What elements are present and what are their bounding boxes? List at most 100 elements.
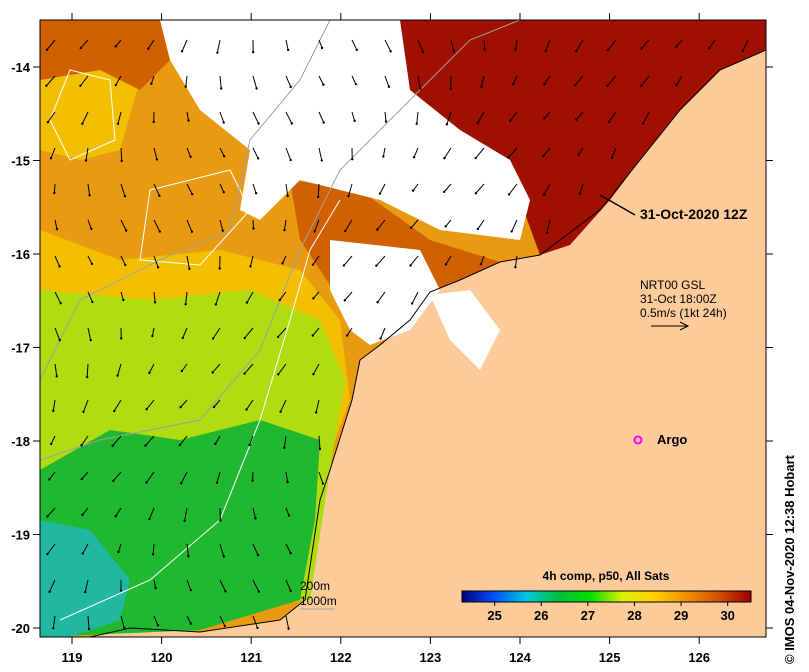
current-vector-head <box>124 229 128 232</box>
current-vector-head <box>289 551 292 555</box>
current-vector-head <box>122 626 126 629</box>
current-vector <box>54 291 62 304</box>
current-vector-head <box>286 194 289 197</box>
current-vector <box>578 147 584 156</box>
current-vector <box>153 615 159 626</box>
current-vector-head <box>79 46 82 50</box>
current-vector <box>508 183 518 195</box>
current-vector-head <box>344 229 347 233</box>
current-vector <box>512 75 518 85</box>
current-vector-head <box>187 119 190 122</box>
current-vector <box>54 255 60 267</box>
current-vector <box>54 363 58 377</box>
current-vector-head <box>511 82 515 86</box>
current-vector <box>115 75 122 86</box>
current-vector <box>546 219 551 233</box>
current-vector-head <box>577 153 580 156</box>
current-vector-head <box>675 45 678 48</box>
current-vector <box>180 399 188 408</box>
current-vector <box>80 39 89 49</box>
current-vector <box>53 183 56 193</box>
current-vector-head <box>222 190 225 194</box>
current-vector-head <box>278 298 281 302</box>
current-vector <box>410 219 419 229</box>
current-vector <box>145 435 155 446</box>
current-vector-head <box>474 156 477 160</box>
current-vector-head <box>112 479 115 483</box>
current-vector <box>285 39 289 51</box>
current-vector <box>611 147 617 159</box>
current-vector-head <box>224 590 227 593</box>
current-vector-head <box>354 82 358 86</box>
current-vector <box>475 183 485 194</box>
current-vector-head <box>158 230 161 233</box>
current-vector-head <box>578 192 582 195</box>
current-vector <box>443 147 452 159</box>
current-vector-head <box>223 624 227 628</box>
current-vector-head <box>544 49 548 53</box>
current-vector <box>186 111 190 121</box>
current-vector <box>283 219 287 231</box>
current-vector <box>215 291 221 305</box>
current-vector-head <box>123 194 127 198</box>
current-vector-head <box>114 515 117 518</box>
current-vector <box>186 183 193 195</box>
current-vector-head <box>183 519 186 522</box>
current-vector-head <box>479 263 483 266</box>
current-vector <box>285 579 292 592</box>
current-vector <box>50 435 56 445</box>
current-vector <box>417 39 424 53</box>
current-vector <box>575 111 584 121</box>
current-vector <box>483 39 486 50</box>
current-vector-head <box>389 50 392 53</box>
current-vector-head <box>287 514 291 517</box>
current-vector-head <box>180 482 183 485</box>
current-vector-head <box>245 301 249 304</box>
current-vector <box>318 435 321 449</box>
current-vector-head <box>116 122 120 125</box>
colorbar-tick-label: 25 <box>487 608 501 623</box>
argo-float-marker[interactable] <box>633 435 643 445</box>
current-vector-head <box>419 87 422 90</box>
current-vector-head <box>351 158 354 161</box>
current-vector <box>246 399 254 410</box>
current-vector-head <box>312 372 315 376</box>
current-vector <box>508 147 518 158</box>
colorbar-tick-label: 30 <box>720 608 734 623</box>
current-vector-head <box>312 297 315 300</box>
current-vector-head <box>179 405 182 409</box>
current-vector <box>120 615 125 628</box>
current-vector-head <box>214 303 218 306</box>
current-legend-line1: NRT00 GSL <box>640 278 705 292</box>
current-vector-head <box>55 227 59 231</box>
current-vector-head <box>286 48 290 52</box>
current-legend-line2: 31-Oct 18:00Z <box>640 292 717 306</box>
current-vector <box>412 183 419 191</box>
current-vector <box>182 327 188 339</box>
current-vector-head <box>283 228 286 232</box>
current-vector <box>46 39 56 51</box>
track-time-label: 31-Oct-2020 12Z <box>640 206 748 222</box>
current-vector-head <box>480 85 483 89</box>
current-vector-head <box>575 118 578 121</box>
current-vector-head <box>256 157 260 160</box>
current-vector-head <box>322 121 325 124</box>
current-vector <box>285 183 289 196</box>
current-vector-head <box>256 553 260 557</box>
lon-tick-label: 123 <box>420 650 442 665</box>
current-vector-head <box>545 231 549 234</box>
current-vector <box>312 255 320 265</box>
current-vector <box>285 615 290 629</box>
current-vector <box>212 363 221 373</box>
current-vector <box>179 435 188 446</box>
current-vector-head <box>248 443 251 447</box>
current-vector <box>313 291 320 299</box>
current-vector-head <box>243 336 246 340</box>
current-vector <box>219 579 226 592</box>
current-vector-head <box>322 83 325 86</box>
current-legend-line3: 0.5m/s (1kt 24h) <box>640 306 727 320</box>
current-vector <box>244 327 254 339</box>
current-vector-head <box>120 159 123 163</box>
current-vector <box>87 219 92 229</box>
current-vector <box>450 39 455 52</box>
